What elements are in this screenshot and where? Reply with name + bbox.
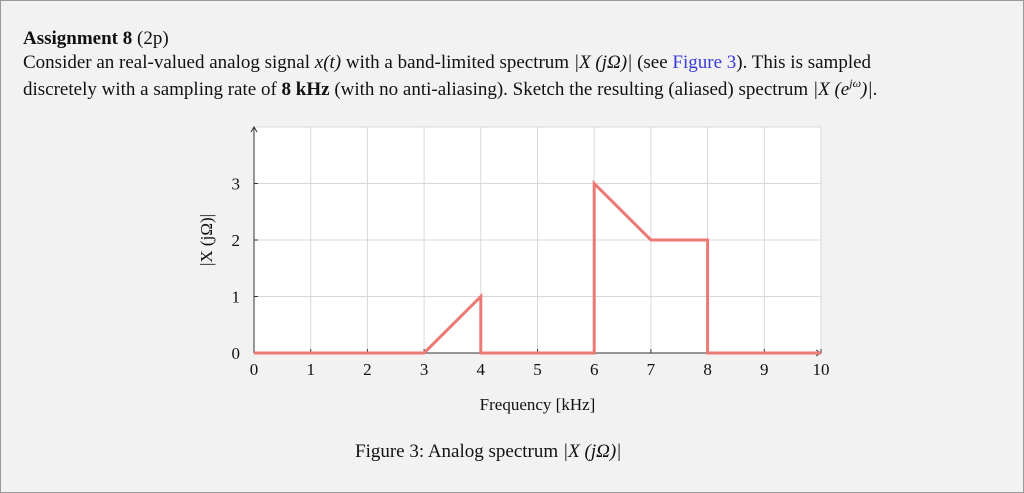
x-tick-label: 0	[250, 360, 259, 379]
text-segment: |X (jΩ)|	[562, 441, 622, 462]
x-tick-label: 3	[420, 360, 429, 379]
text-segment: |X (jΩ)|	[573, 52, 633, 73]
y-tick-label: 1	[232, 288, 241, 307]
points: (2p)	[137, 28, 169, 49]
text-segment: |X (e	[812, 79, 850, 100]
text-segment: (see	[632, 52, 673, 73]
x-tick-label: 6	[590, 360, 599, 379]
axis-arrow	[250, 126, 258, 133]
caption: Figure 3: Analog spectrum |X (jΩ)|	[355, 441, 621, 463]
text-line: discretely with a sampling rate of 8 kHz…	[23, 76, 877, 101]
spectrum-line	[254, 179, 821, 355]
text-segment: (with no anti-aliasing). Sketch the resu…	[329, 79, 813, 100]
text-segment: )|	[861, 79, 873, 100]
text-segment: .	[872, 79, 878, 100]
x-tick-label: 5	[533, 360, 542, 379]
text-segment: Figure 3: Analog spectrum	[355, 441, 563, 462]
heading: Assignment 8 (2p)	[23, 28, 169, 50]
link[interactable]: Figure 3	[672, 52, 737, 73]
x-axis-label: Frequency [kHz]	[480, 395, 596, 414]
text-segment: discretely with a sampling rate of	[23, 79, 282, 100]
x-tick-label: 7	[647, 360, 656, 379]
x-tick-label: 1	[306, 360, 315, 379]
text-segment: ). This is sampled	[736, 52, 872, 73]
x-tick-label: 10	[813, 360, 830, 379]
y-tick-label: 0	[232, 344, 241, 363]
x-tick-label: 2	[363, 360, 372, 379]
text-segment: 8 kHz	[281, 79, 330, 100]
x-tick-label: 8	[703, 360, 712, 379]
title: Assignment 8	[23, 28, 133, 49]
text-segment: x(t)	[314, 52, 342, 73]
y-axis-label: |X (jΩ)|	[197, 214, 216, 266]
text-segment: Consider an real-valued analog signal	[23, 52, 315, 73]
text-line: Consider an real-valued analog signal x(…	[23, 52, 871, 74]
x-tick-label: 9	[760, 360, 769, 379]
text-segment: jω	[849, 76, 862, 90]
y-tick-label: 3	[232, 175, 241, 194]
y-tick-label: 2	[232, 231, 241, 250]
x-tick-label: 4	[477, 360, 486, 379]
text-segment: with a band-limited spectrum	[341, 52, 574, 73]
